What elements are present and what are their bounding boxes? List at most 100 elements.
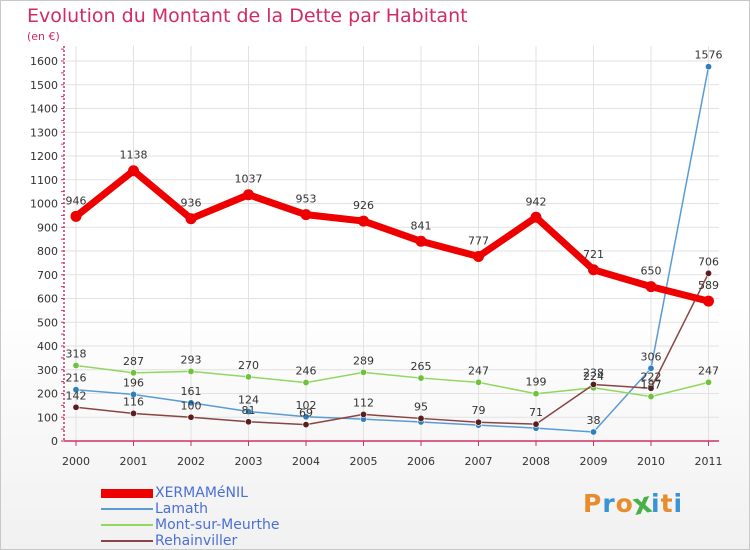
data-point (72, 386, 80, 394)
data-point (532, 420, 540, 428)
data-label: 289 (353, 354, 374, 367)
x-tick-label: 2010 (637, 455, 665, 468)
data-point (187, 367, 195, 375)
brand-letter: i (651, 489, 661, 518)
data-point (417, 414, 425, 422)
y-tick-label: 0 (51, 435, 58, 448)
x-tick-label: 2002 (177, 455, 205, 468)
y-tick-label: 800 (37, 245, 58, 258)
data-point (589, 428, 597, 436)
data-point (589, 380, 597, 388)
data-point (645, 281, 657, 293)
data-label: 161 (181, 385, 202, 398)
data-point (70, 210, 82, 222)
data-point (704, 378, 712, 386)
data-label: 946 (66, 194, 87, 207)
data-label: 247 (468, 364, 489, 377)
legend-item: XERMAMéNIL (101, 485, 279, 501)
data-point (245, 408, 253, 416)
data-label: 116 (123, 395, 144, 408)
data-label: 246 (296, 365, 317, 378)
y-tick-label: 400 (37, 340, 58, 353)
series-line (75, 65, 710, 433)
data-point (530, 211, 542, 223)
x-tick-label: 2007 (465, 455, 493, 468)
legend-item: Lamath (101, 501, 279, 517)
data-label: 841 (411, 219, 432, 232)
data-point (359, 368, 367, 376)
legend-swatch (101, 508, 153, 510)
data-label: 79 (472, 404, 486, 417)
x-tick-label: 2006 (407, 455, 435, 468)
data-point (302, 413, 310, 421)
data-point (130, 409, 138, 417)
data-label: 942 (526, 195, 547, 208)
y-tick-label: 100 (37, 411, 58, 424)
data-point (704, 269, 712, 277)
data-label: 102 (296, 399, 317, 412)
y-tick-label: 500 (37, 316, 58, 329)
y-tick-label: 1400 (30, 103, 58, 116)
data-label: 69 (299, 407, 313, 420)
x-tick-label: 2004 (292, 455, 320, 468)
data-point (474, 418, 482, 426)
data-label-layer: 946 1138 936 1037 953 926 841 777 942 721 650 589 21… (66, 49, 723, 427)
x-tick-label: 2005 (350, 455, 378, 468)
data-label: 953 (296, 193, 317, 206)
data-label: 71 (529, 406, 543, 419)
legend-label: Mont-sur-Meurthe (155, 517, 280, 533)
data-point (187, 413, 195, 421)
data-label: 650 (641, 265, 662, 278)
x-tick-label: 2003 (235, 455, 263, 468)
y-tick-label: 600 (37, 293, 58, 306)
data-label: 124 (238, 394, 259, 407)
grid-layer (64, 46, 719, 441)
data-point (187, 399, 195, 407)
data-label: 199 (526, 376, 547, 389)
data-point (300, 209, 312, 221)
legend-label: XERMAMéNIL (155, 485, 248, 501)
series-layer (70, 63, 714, 436)
data-point (128, 165, 139, 177)
data-point (72, 361, 80, 369)
data-label: 265 (411, 360, 432, 373)
y-tick-label: 700 (37, 269, 58, 282)
legend-item: Rehainviller (101, 533, 279, 549)
x-tick-label: 2009 (580, 455, 608, 468)
data-label: 216 (66, 372, 87, 385)
data-label: 287 (123, 355, 144, 368)
data-point (588, 264, 599, 276)
data-label: 270 (238, 359, 259, 372)
y-tick-label: 1600 (30, 55, 58, 68)
data-point (243, 189, 254, 201)
data-point (185, 213, 197, 225)
data-point (415, 235, 427, 247)
data-label: 222 (641, 370, 662, 383)
brand-letter: t (660, 489, 674, 518)
y-tick-label: 200 (37, 388, 58, 401)
y-tick-label: 1500 (30, 79, 58, 92)
legend-swatch (101, 540, 153, 542)
x-tick-label: 2011 (695, 455, 723, 468)
brand-letter: P (583, 489, 603, 518)
brand-letter: i (673, 489, 684, 518)
data-label: 95 (414, 400, 428, 413)
data-label: 196 (123, 376, 144, 389)
data-label: 1037 (235, 173, 263, 186)
data-label: 1138 (120, 149, 148, 162)
data-label: 100 (181, 399, 202, 412)
data-point (359, 410, 367, 418)
data-point (302, 421, 310, 429)
data-label: 293 (181, 353, 202, 366)
legend-swatch (101, 488, 153, 498)
legend-label: Rehainviller (155, 533, 238, 549)
legend: XERMAMéNIL Lamath Mont-sur-Meurthe Rehainvi… (101, 485, 279, 549)
data-point (704, 63, 712, 71)
data-label: 1576 (695, 49, 723, 62)
series-line (72, 167, 712, 305)
data-point (130, 369, 138, 377)
x-tick-label: 2001 (120, 455, 148, 468)
axis-layer: 0 100 200 300 400 500 600 700 800 900 1000 1100 1200… (30, 46, 723, 468)
